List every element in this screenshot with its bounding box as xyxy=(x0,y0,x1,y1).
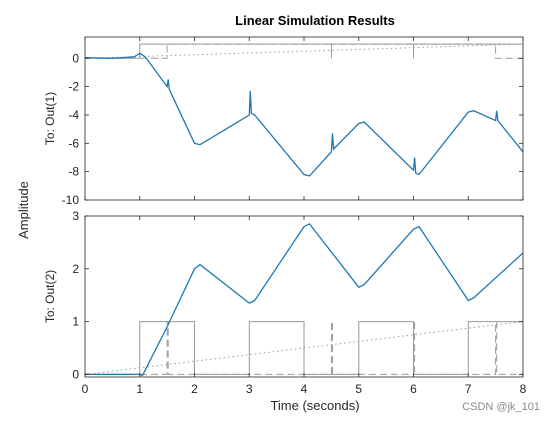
x-tick-label: 5 xyxy=(355,382,362,396)
x-axis-label: Time (seconds) xyxy=(270,398,359,413)
input-line-2 xyxy=(85,43,523,59)
input-line-3 xyxy=(85,321,523,375)
y-tick-label: -10 xyxy=(62,193,80,207)
x-tick-label: 6 xyxy=(410,382,417,396)
watermark: CSDN @jk_101 xyxy=(462,401,540,413)
y-tick-label: 1 xyxy=(72,315,79,329)
subplot-y-label: To: Out(1) xyxy=(43,92,57,145)
y-tick-label: -4 xyxy=(68,108,79,122)
response-line xyxy=(85,52,523,177)
y-tick-label: 3 xyxy=(72,209,79,223)
subplot-2: 0 1 2 3 0 1 2 3 4 5 6 7 8 To: Out(2) xyxy=(43,209,527,396)
x-tick-label: 2 xyxy=(191,382,198,396)
response-line xyxy=(85,223,523,377)
input-line-1 xyxy=(85,43,523,59)
input-line-3 xyxy=(85,43,523,59)
chart-title: Linear Simulation Results xyxy=(235,13,395,28)
y-tick-label: 0 xyxy=(72,51,79,65)
x-tick-label: 7 xyxy=(465,382,472,396)
x-tick-label: 1 xyxy=(136,382,143,396)
x-tick-label: 0 xyxy=(82,382,89,396)
x-tick-label: 3 xyxy=(246,382,253,396)
subplot-1: 0 -2 -4 -6 -8 -10 To: Out(1) xyxy=(43,36,524,207)
axes-frame xyxy=(84,36,524,201)
y-tick-label: 0 xyxy=(72,367,79,381)
subplot-y-label: To: Out(2) xyxy=(43,270,57,323)
y-tick-label: 2 xyxy=(72,262,79,276)
x-tick-label: 4 xyxy=(301,382,308,396)
y-axis-label: Amplitude xyxy=(16,181,31,239)
y-tick-label: -6 xyxy=(68,136,79,150)
y-tick-label: -8 xyxy=(68,165,79,179)
y-tick-label: -2 xyxy=(68,80,79,94)
input-line-2 xyxy=(85,321,523,375)
x-tick-label: 8 xyxy=(520,382,527,396)
